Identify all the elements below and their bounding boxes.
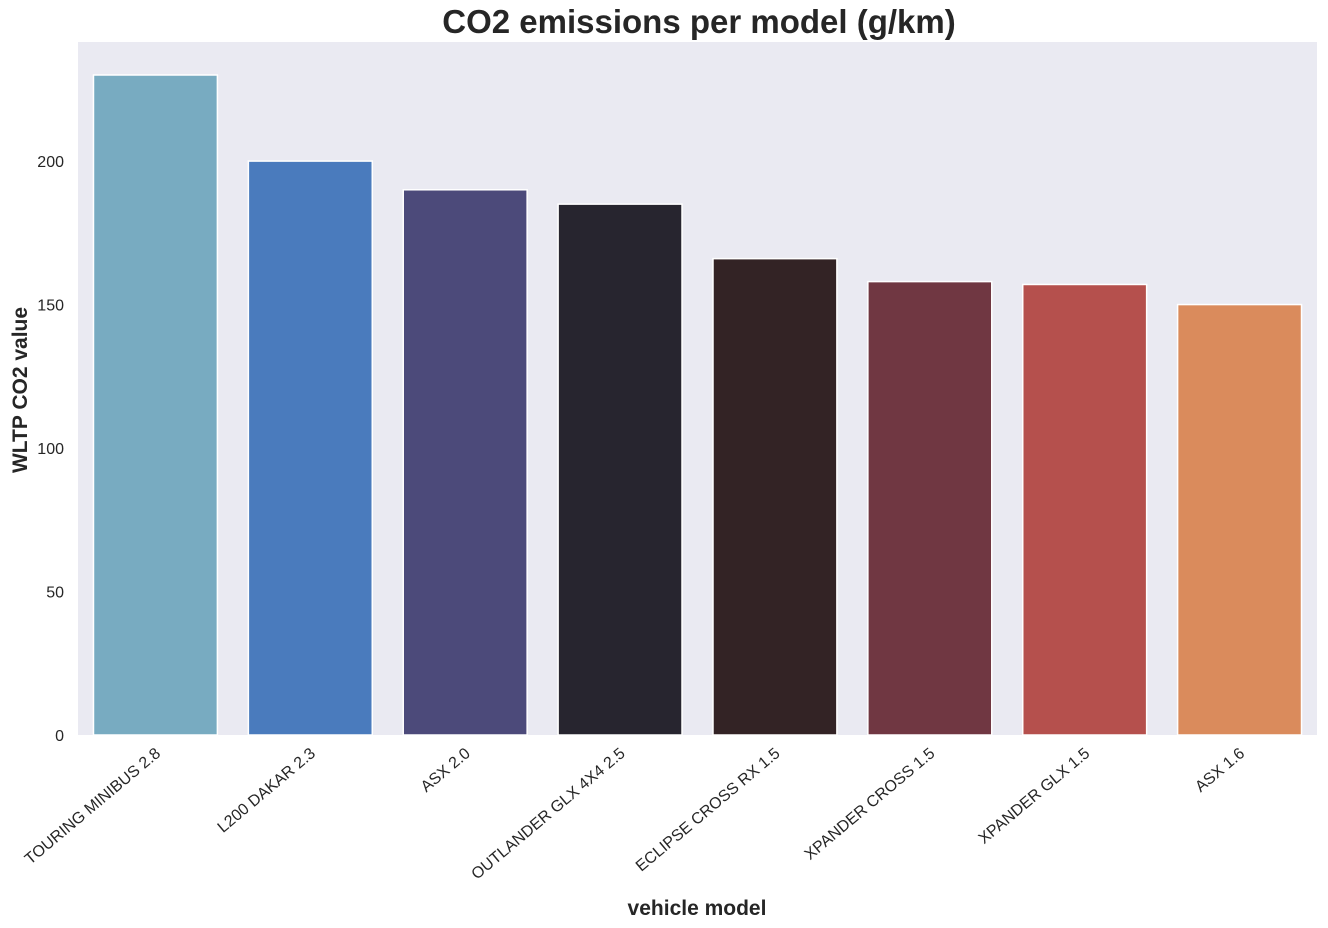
bar-5 bbox=[712, 257, 838, 736]
x-axis-ticks: TOURING MINIBUS 2.8 L200 DAKAR 2.3 ASX 2.0… bbox=[22, 745, 1248, 883]
y-tick-label: 50 bbox=[46, 585, 64, 602]
x-tick-label: ASX 2.0 bbox=[418, 745, 474, 796]
x-tick-label: ASX 1.6 bbox=[1192, 745, 1248, 796]
y-tick-label: 150 bbox=[37, 298, 64, 315]
x-tick-label: ECLIPSE CROSS RX 1.5 bbox=[633, 745, 784, 875]
x-tick-label: TOURING MINIBUS 2.8 bbox=[22, 745, 164, 868]
bars-group bbox=[92, 74, 1303, 736]
y-tick-label: 0 bbox=[55, 728, 64, 745]
bar-3 bbox=[402, 189, 528, 736]
y-axis-ticks: 0 50 100 150 200 bbox=[37, 154, 64, 745]
x-tick-label: OUTLANDER GLX 4X4 2.5 bbox=[469, 745, 629, 883]
chart-title: CO2 emissions per model (g/km) bbox=[442, 3, 955, 40]
bar-7 bbox=[1021, 283, 1148, 736]
x-tick-label: XPANDER CROSS 1.5 bbox=[802, 745, 939, 864]
bar-1 bbox=[92, 74, 219, 736]
bar-8 bbox=[1176, 303, 1303, 736]
x-tick-label: L200 DAKAR 2.3 bbox=[215, 745, 319, 836]
bar-2 bbox=[247, 160, 374, 736]
x-tick-label: XPANDER GLX 1.5 bbox=[976, 745, 1094, 848]
bar-4 bbox=[557, 203, 683, 736]
x-axis-label: vehicle model bbox=[628, 897, 767, 920]
y-tick-label: 200 bbox=[37, 154, 64, 171]
y-tick-label: 100 bbox=[37, 441, 64, 458]
y-axis-label: WLTP CO2 value bbox=[9, 307, 32, 473]
bar-6 bbox=[867, 280, 993, 736]
